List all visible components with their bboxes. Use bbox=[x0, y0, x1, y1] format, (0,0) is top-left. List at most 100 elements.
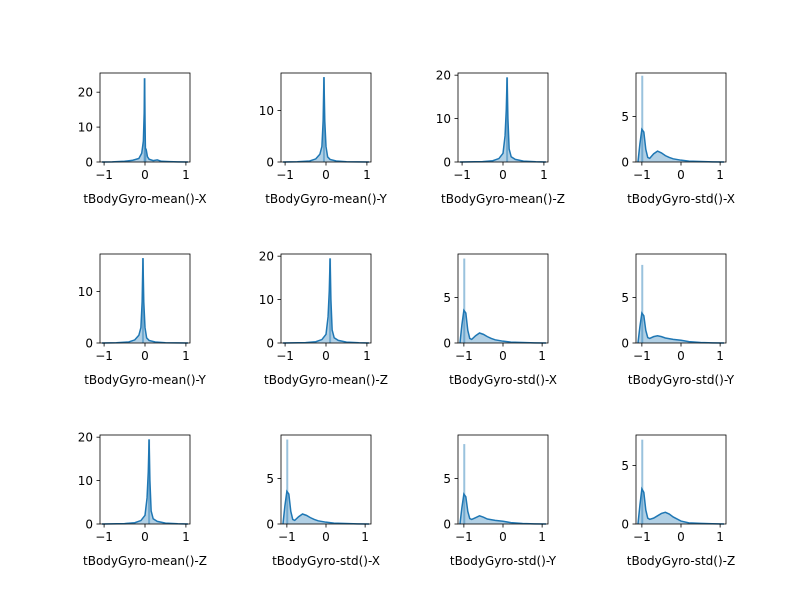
hist-bar-7-1 bbox=[463, 258, 466, 343]
subplot-11: −1 0 1 0 5 tBodyGyro-std()-Y bbox=[443, 434, 557, 568]
density-line-1 bbox=[102, 78, 188, 163]
x-tick-label-7-3: 1 bbox=[538, 349, 546, 363]
x-tick-label-7-2: 0 bbox=[499, 349, 507, 363]
axes-frame-11 bbox=[457, 434, 549, 525]
subplot-8: −1 0 1 0 5 tBodyGyro-std()-Y bbox=[621, 253, 735, 387]
x-tick-label-6-1: −1 bbox=[276, 349, 294, 363]
y-tick-label-5-1: 0 bbox=[85, 337, 93, 351]
x-tick-label-10-3: 1 bbox=[361, 530, 369, 544]
subplot-10: −1 0 1 0 5 tBodyGyro-std()-X bbox=[266, 434, 380, 568]
x-tick-label-11-1: −1 bbox=[455, 530, 473, 544]
x-axis-label-12: tBodyGyro-std()-Z bbox=[627, 554, 735, 568]
density-area-4 bbox=[637, 129, 725, 162]
x-tick-label-8-2: 0 bbox=[677, 349, 685, 363]
y-tick-label-3-2: 10 bbox=[436, 112, 451, 126]
axes-frame-4 bbox=[635, 72, 727, 163]
subplot-4: −1 0 1 0 5 tBodyGyro-std()-X bbox=[621, 72, 735, 206]
axes-frame-8 bbox=[635, 253, 727, 344]
x-tick-label-11-3: 1 bbox=[538, 530, 546, 544]
x-tick-label-1-2: 0 bbox=[141, 168, 149, 182]
x-axis-label-5: tBodyGyro-mean()-Y bbox=[84, 373, 206, 387]
y-tick-label-6-3: 20 bbox=[259, 250, 274, 264]
x-axis-label-3: tBodyGyro-mean()-Z bbox=[441, 192, 565, 206]
x-tick-label-1-3: 1 bbox=[182, 168, 190, 182]
y-tick-label-6-1: 0 bbox=[266, 337, 274, 351]
y-tick-label-4-1: 0 bbox=[621, 156, 629, 170]
x-tick-label-4-1: −1 bbox=[633, 168, 651, 182]
y-tick-label-4-2: 5 bbox=[621, 110, 629, 124]
hist-bar-3-1 bbox=[506, 77, 509, 162]
subplot-12: −1 0 1 0 5 tBodyGyro-std()-Z bbox=[621, 434, 735, 568]
x-tick-label-10-2: 0 bbox=[322, 530, 330, 544]
y-tick-label-11-1: 0 bbox=[443, 518, 451, 532]
y-tick-label-10-1: 0 bbox=[266, 518, 274, 532]
x-tick-label-12-1: −1 bbox=[633, 530, 651, 544]
density-area-10 bbox=[282, 491, 370, 524]
y-tick-label-12-1: 0 bbox=[621, 518, 629, 532]
x-tick-label-9-1: −1 bbox=[95, 530, 113, 544]
y-tick-label-3-1: 0 bbox=[443, 156, 451, 170]
x-tick-label-11-2: 0 bbox=[499, 530, 507, 544]
y-tick-label-12-2: 5 bbox=[621, 459, 629, 473]
density-line-4 bbox=[637, 127, 725, 163]
x-tick-label-6-3: 1 bbox=[363, 349, 371, 363]
y-tick-label-9-2: 10 bbox=[78, 474, 93, 488]
x-tick-label-12-3: 1 bbox=[716, 530, 724, 544]
x-axis-label-6: tBodyGyro-mean()-Z bbox=[264, 373, 388, 387]
y-tick-label-3-3: 20 bbox=[436, 69, 451, 83]
axes-frame-7 bbox=[457, 253, 549, 344]
axes-frame-10 bbox=[280, 434, 372, 525]
x-axis-label-11: tBodyGyro-std()-Y bbox=[450, 554, 557, 568]
y-tick-label-5-2: 10 bbox=[78, 285, 93, 299]
hist-bar-2-1 bbox=[322, 77, 325, 162]
x-tick-label-9-3: 1 bbox=[182, 530, 190, 544]
x-tick-label-2-3: 1 bbox=[363, 168, 371, 182]
x-tick-label-8-3: 1 bbox=[716, 349, 724, 363]
density-line-3 bbox=[460, 77, 546, 163]
y-tick-label-2-2: 10 bbox=[259, 104, 274, 118]
x-tick-label-3-3: 1 bbox=[540, 168, 548, 182]
hist-bar-4-1 bbox=[641, 75, 644, 162]
x-tick-label-5-3: 1 bbox=[182, 349, 190, 363]
density-line-5 bbox=[102, 258, 188, 344]
y-tick-label-7-1: 0 bbox=[443, 337, 451, 351]
x-tick-label-5-2: 0 bbox=[141, 349, 149, 363]
x-tick-label-8-1: −1 bbox=[633, 349, 651, 363]
y-tick-label-9-1: 0 bbox=[85, 518, 93, 532]
y-tick-label-1-3: 20 bbox=[78, 86, 93, 100]
y-tick-label-1-1: 0 bbox=[85, 156, 93, 170]
density-line-12 bbox=[637, 486, 725, 525]
density-line-9 bbox=[102, 439, 188, 525]
x-tick-label-9-2: 0 bbox=[141, 530, 149, 544]
y-tick-label-8-1: 0 bbox=[621, 337, 629, 351]
x-tick-label-3-1: −1 bbox=[453, 168, 471, 182]
y-tick-label-1-2: 10 bbox=[78, 121, 93, 135]
density-area-11 bbox=[459, 494, 547, 524]
x-tick-label-7-1: −1 bbox=[455, 349, 473, 363]
x-tick-label-4-2: 0 bbox=[677, 168, 685, 182]
density-line-6 bbox=[283, 258, 369, 344]
x-tick-label-6-2: 0 bbox=[322, 349, 330, 363]
x-tick-label-2-2: 0 bbox=[322, 168, 330, 182]
hist-bar-10-1 bbox=[286, 439, 289, 524]
subplot-7: −1 0 1 0 5 tBodyGyro-std()-X bbox=[443, 253, 557, 387]
x-axis-label-7: tBodyGyro-std()-X bbox=[449, 373, 557, 387]
x-axis-label-1: tBodyGyro-mean()-X bbox=[83, 192, 206, 206]
x-tick-label-12-2: 0 bbox=[677, 530, 685, 544]
hist-bar-12-1 bbox=[641, 439, 644, 524]
hist-bar-1-1 bbox=[143, 78, 146, 162]
y-tick-label-9-3: 20 bbox=[78, 431, 93, 445]
hist-bar-5-1 bbox=[141, 258, 144, 343]
y-tick-label-7-2: 5 bbox=[443, 291, 451, 305]
x-tick-label-5-1: −1 bbox=[95, 349, 113, 363]
density-line-11 bbox=[459, 492, 547, 525]
x-tick-label-2-1: −1 bbox=[276, 168, 294, 182]
x-axis-label-10: tBodyGyro-std()-X bbox=[272, 554, 380, 568]
x-axis-label-2: tBodyGyro-mean()-Y bbox=[265, 192, 387, 206]
y-tick-label-11-2: 5 bbox=[443, 472, 451, 486]
